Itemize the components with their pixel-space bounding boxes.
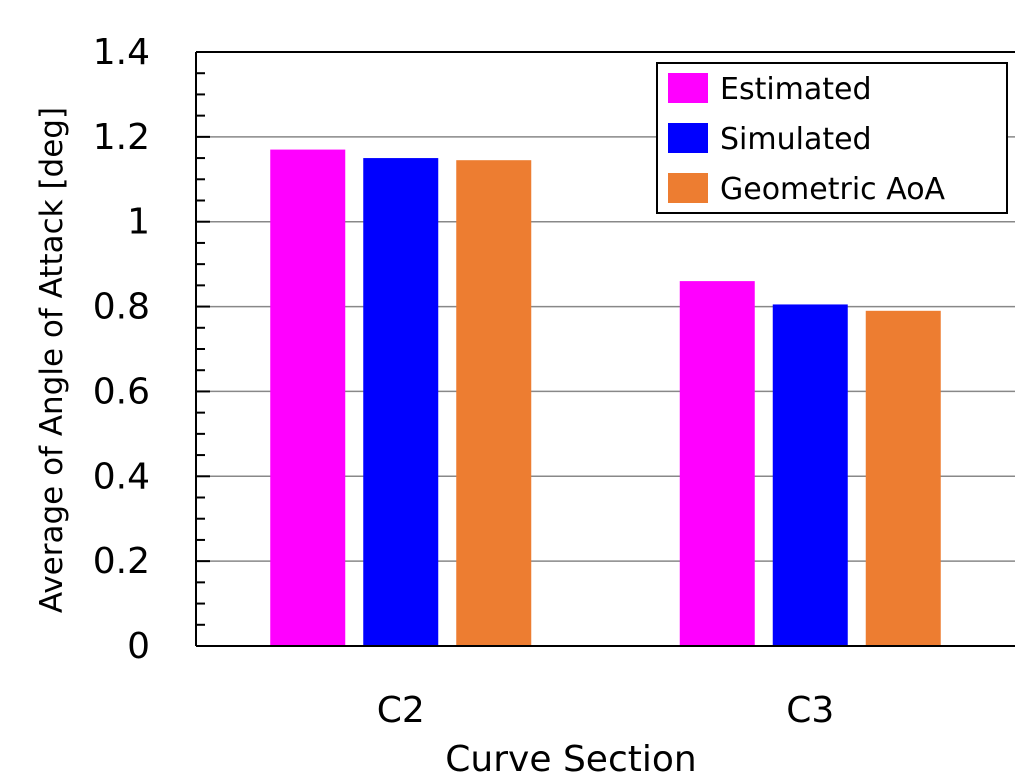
legend-label: Geometric AoA [720,172,946,207]
bar-simulated-c2 [363,158,439,647]
legend: Estimated Simulated Geometric AoA [656,62,1008,214]
bar-geometric-aoa-c3 [865,310,941,646]
legend-label: Estimated [720,72,872,107]
legend-swatch [668,173,708,203]
x-category-labels: C2 C3 [377,690,835,731]
bar-estimated-c3 [679,281,755,646]
x-axis-title: Curve Section [445,739,696,780]
legend-swatch [668,123,708,153]
bar-simulated-c3 [772,304,848,646]
legend-frame [656,62,1008,214]
y-tick-labels: 0 0.2 0.4 0.6 0.8 1 1.2 1.4 [93,32,150,667]
y-axis-title: Average of Angle of Attack [deg] [34,107,70,613]
bar-geometric-aoa-c2 [456,160,532,646]
legend-swatch [668,73,708,103]
axes [195,51,1015,647]
x-category-label: C2 [377,690,425,731]
y-tick-label: 1.4 [93,32,150,73]
bar-estimated-c2 [270,149,346,647]
legend-label: Simulated [720,122,872,157]
bars [270,149,941,647]
y-tick-label: 0 [127,626,150,667]
y-tick-label: 0.6 [93,371,150,412]
y-tick-label: 1.2 [93,117,150,158]
y-tick-label: 1 [127,202,150,243]
y-tick-label: 0.4 [93,456,150,497]
y-tick-label: 0.2 [93,541,150,582]
x-category-label: C3 [786,690,834,731]
y-tick-label: 0.8 [93,287,150,328]
